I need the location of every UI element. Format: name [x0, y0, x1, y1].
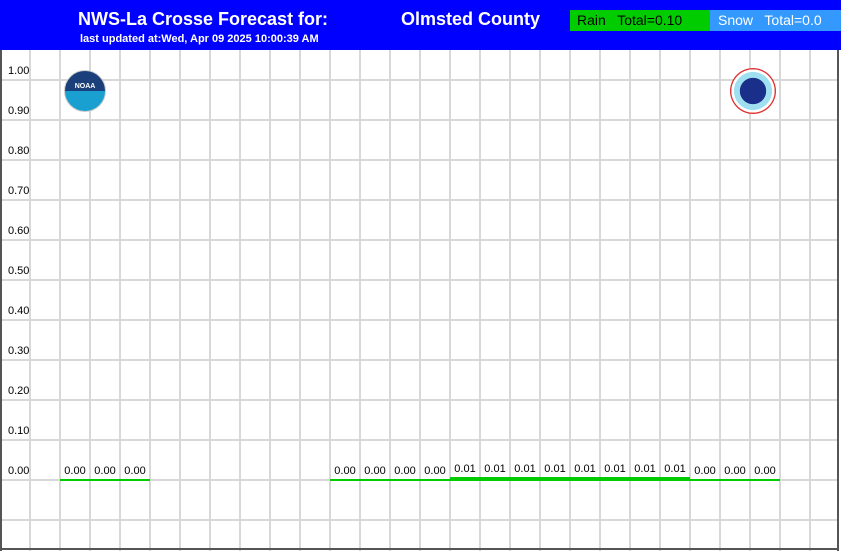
rain-bar	[540, 477, 570, 481]
rain-value-label: 0.00	[394, 465, 416, 477]
rain-bar	[600, 477, 630, 481]
grid-line-horizontal	[0, 279, 838, 281]
grid-line-vertical	[689, 50, 691, 551]
rain-bar	[750, 479, 780, 481]
grid-line-horizontal	[0, 319, 838, 321]
y-tick-label: 0.40	[8, 305, 30, 317]
grid-line-horizontal	[0, 399, 838, 401]
grid-line-vertical	[209, 50, 211, 551]
y-tick-label: 0.80	[8, 145, 30, 157]
grid-line-vertical	[119, 50, 121, 551]
rain-bar	[390, 479, 420, 481]
grid-line-vertical	[539, 50, 541, 551]
grid-line-vertical	[659, 50, 661, 551]
rain-total-legend: Rain Total=0.10	[570, 10, 710, 31]
y-tick-label: 0.50	[8, 265, 30, 277]
rain-bar	[630, 477, 660, 481]
rain-value-label: 0.01	[664, 463, 686, 475]
last-updated: last updated at:Wed, Apr 09 2025 10:00:3…	[80, 33, 319, 45]
rain-value-label: 0.00	[334, 465, 356, 477]
grid-line-vertical	[509, 50, 511, 551]
noaa-logo: NOAA	[64, 70, 106, 112]
rain-bar	[330, 479, 360, 481]
rain-bar	[690, 479, 720, 481]
rain-value-label: 0.01	[544, 463, 566, 475]
page-title: NWS-La Crosse Forecast for:	[78, 9, 329, 29]
grid-line-vertical	[569, 50, 571, 551]
rain-value-label: 0.01	[574, 463, 596, 475]
border-right	[837, 50, 839, 551]
rain-bar	[510, 477, 540, 481]
header: NWS-La Crosse Forecast for: last updated…	[0, 0, 841, 50]
y-tick-label: 0.30	[8, 345, 30, 357]
rain-value-label: 0.00	[364, 465, 386, 477]
grid-line-vertical	[749, 50, 751, 551]
grid-line-horizontal	[0, 359, 838, 361]
y-tick-label: 0.00	[8, 465, 30, 477]
rain-bar	[420, 479, 450, 481]
grid-line-vertical	[299, 50, 301, 551]
grid-line-vertical	[629, 50, 631, 551]
rain-value-label: 0.01	[604, 463, 626, 475]
rain-bar	[480, 477, 510, 481]
grid-line-vertical	[239, 50, 241, 551]
location-name: Olmsted County	[401, 9, 541, 29]
grid-line-horizontal	[0, 199, 838, 201]
rain-value-label: 0.01	[514, 463, 536, 475]
grid-line-vertical	[59, 50, 61, 551]
grid-line-vertical	[29, 50, 31, 551]
rain-value-label: 0.00	[94, 465, 116, 477]
grid-line-vertical	[329, 50, 331, 551]
snow-total-legend: Snow Total=0.0	[710, 10, 841, 31]
grid-line-vertical	[179, 50, 181, 551]
grid-line-vertical	[779, 50, 781, 551]
grid-line-horizontal	[0, 119, 838, 121]
rain-value-label: 0.01	[454, 463, 476, 475]
border-left	[0, 50, 2, 551]
grid-line-vertical	[389, 50, 391, 551]
grid-line-vertical	[719, 50, 721, 551]
rain-value-label: 0.01	[484, 463, 506, 475]
grid-line-horizontal	[0, 159, 838, 161]
rain-bar	[660, 477, 690, 481]
grid-line-vertical	[599, 50, 601, 551]
nws-logo	[730, 68, 776, 114]
y-tick-label: 1.00	[8, 65, 30, 77]
grid-line-horizontal	[0, 79, 838, 81]
rain-value-label: 0.00	[124, 465, 146, 477]
rain-bar	[60, 479, 90, 481]
y-tick-label: 0.90	[8, 105, 30, 117]
rain-value-label: 0.00	[424, 465, 446, 477]
grid-line-vertical	[89, 50, 91, 551]
rain-value-label: 0.00	[754, 465, 776, 477]
grid-line-vertical	[809, 50, 811, 551]
grid-line-horizontal	[0, 439, 838, 441]
rain-bar	[450, 477, 480, 481]
rain-bar	[570, 477, 600, 481]
grid-line-vertical	[419, 50, 421, 551]
grid-line-vertical	[359, 50, 361, 551]
y-tick-label: 0.10	[8, 425, 30, 437]
grid-line-horizontal	[0, 519, 838, 521]
rain-value-label: 0.00	[724, 465, 746, 477]
grid-line-horizontal	[0, 239, 838, 241]
border-bottom	[0, 548, 839, 550]
rain-bar	[720, 479, 750, 481]
grid-line-vertical	[269, 50, 271, 551]
plot-area: 1.00 0.90 0.80 0.70 0.60 0.50 0.40 0.30 0.20 0.10…	[0, 50, 841, 551]
rain-bar	[360, 479, 390, 481]
grid-line-vertical	[149, 50, 151, 551]
rain-value-label: 0.00	[694, 465, 716, 477]
grid-line-vertical	[449, 50, 451, 551]
rain-value-label: 0.01	[634, 463, 656, 475]
rain-value-label: 0.00	[64, 465, 86, 477]
y-tick-label: 0.20	[8, 385, 30, 397]
grid-line-vertical	[479, 50, 481, 551]
y-tick-label: 0.60	[8, 225, 30, 237]
rain-bar	[90, 479, 120, 481]
rain-bar	[120, 479, 150, 481]
y-tick-label: 0.70	[8, 185, 30, 197]
